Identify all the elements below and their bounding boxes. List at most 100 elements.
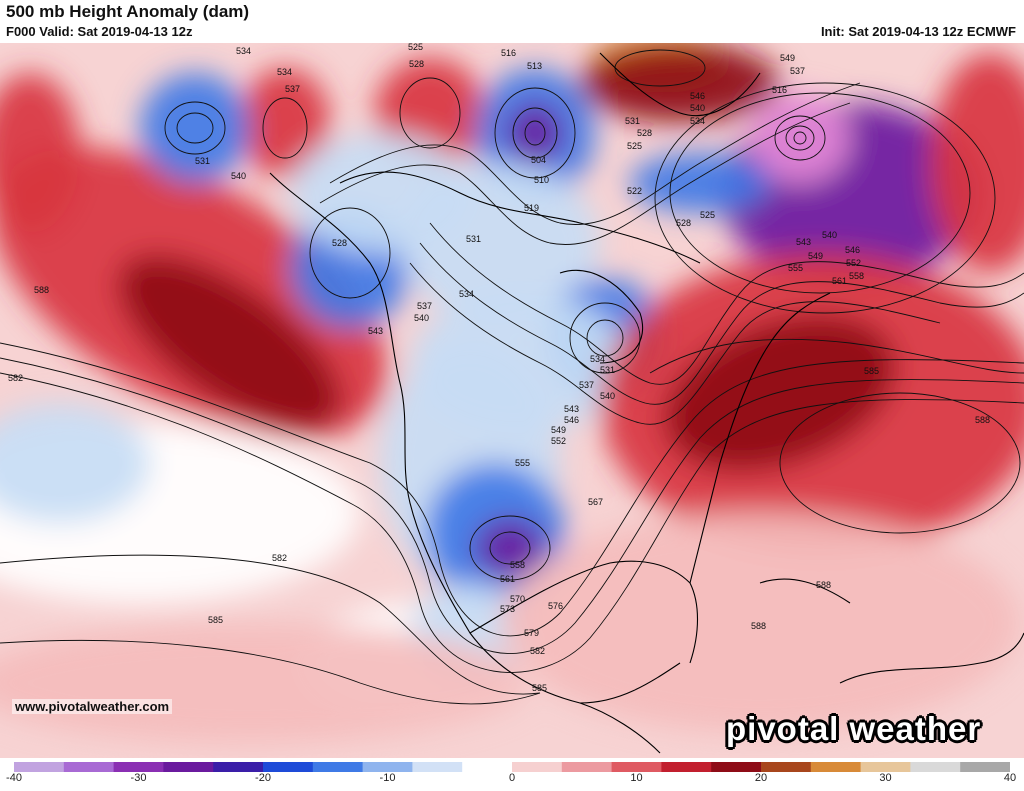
contour-label: 555 [788, 263, 803, 273]
contour-line [0, 639, 541, 705]
colorbar-cell [412, 762, 463, 772]
contour-label: 522 [627, 186, 642, 196]
contour-label: 528 [637, 128, 652, 138]
contour-label: 561 [832, 276, 847, 286]
colorbar-cell [910, 762, 961, 772]
contour-label: 513 [527, 61, 542, 71]
anomaly-blob-strong-positive [664, 315, 896, 471]
contour-line [793, 131, 807, 145]
coastline-south-america [839, 632, 1024, 684]
contour-label: 585 [532, 683, 547, 693]
colorbar-tick-label: -10 [379, 772, 396, 784]
contour-label: 540 [690, 103, 705, 113]
contour-line [569, 302, 641, 374]
contour-label: 543 [796, 237, 811, 247]
colorbar-cell [113, 762, 164, 772]
contour-line [774, 115, 826, 161]
contour-line [785, 125, 815, 151]
contour-label: 528 [409, 59, 424, 69]
contour-label: 540 [231, 171, 246, 181]
contour-label: 537 [579, 380, 594, 390]
contour-line [586, 319, 624, 357]
coastline-west [269, 172, 681, 704]
colorbar-tick-label: 30 [879, 772, 892, 784]
contour-label: 579 [524, 628, 539, 638]
valid-time: F000 Valid: Sat 2019-04-13 12z [6, 24, 193, 39]
contour-line [669, 92, 971, 294]
contour-label: 588 [751, 621, 766, 631]
brand-logo-text: pivotal weather [726, 710, 982, 747]
contour-label: 525 [700, 210, 715, 220]
colorbar-cell [462, 762, 513, 772]
anomaly-map: 534 525 528 516 513 534 537 531 540 504 … [0, 43, 1024, 758]
colorbar-cell [312, 762, 364, 772]
contour-label: 546 [690, 91, 705, 101]
coastline-central-america [579, 702, 661, 754]
contour-line [654, 82, 996, 314]
colorbar-cell [810, 762, 862, 772]
contour-line [0, 372, 1024, 673]
contour-line [309, 207, 391, 299]
contour-line [176, 112, 214, 144]
contour-line [262, 97, 308, 159]
website-credit: www.pivotalweather.com [12, 699, 173, 714]
contour-line [489, 531, 531, 565]
map-title: 500 mb Height Anomaly (dam) [6, 2, 250, 21]
contour-label: 558 [849, 271, 864, 281]
contour-label: 528 [332, 238, 347, 248]
contour-line [0, 357, 1024, 654]
contour-line [399, 77, 461, 149]
anomaly-blob-negative [140, 73, 250, 183]
contour-label: 540 [600, 391, 615, 401]
colorbar-cells [14, 762, 1010, 772]
contour-label: 582 [530, 646, 545, 656]
coastline-cuba [759, 578, 851, 604]
contour-label: 525 [408, 43, 423, 52]
contour-label: 540 [822, 230, 837, 240]
contour-label: 573 [500, 604, 515, 614]
contour-line [319, 102, 851, 245]
contour-line [494, 87, 576, 179]
colorbar-tick-label: -40 [6, 772, 22, 784]
map-canvas: 534 525 528 516 513 534 537 531 540 504 … [0, 43, 1024, 754]
contour-line [469, 515, 551, 581]
anomaly-blob-strong-negative [475, 518, 545, 578]
coastlines [269, 52, 1024, 754]
contour-label: 582 [8, 373, 23, 383]
contour-label: 570 [510, 594, 525, 604]
contour-label: 537 [790, 66, 805, 76]
contour-label: 555 [515, 458, 530, 468]
contour-label: 543 [564, 404, 579, 414]
colorbar-cell [163, 762, 214, 772]
contour-label: 576 [548, 601, 563, 611]
contour-label: 585 [864, 366, 879, 376]
contour-line [409, 262, 941, 425]
anomaly-blob-positive [240, 68, 330, 178]
colorbar-cell [860, 762, 911, 772]
colorbar-cell [63, 762, 115, 772]
anomaly-blob-weak-negative [400, 163, 600, 323]
anomaly-blob-positive [0, 73, 80, 233]
colorbar-tick-label: 20 [754, 772, 768, 784]
contour-label: 534 [590, 354, 605, 364]
contour-label: 561 [500, 574, 515, 584]
colorbar-ticks: -40 -30 -20 -10 0 10 20 30 40 [6, 772, 1016, 790]
contour-label: 546 [564, 415, 579, 425]
coastline-gulf [469, 560, 699, 664]
contour-line [419, 242, 1024, 405]
contour-label: 516 [501, 48, 516, 58]
colorbar-tick-label: 10 [630, 772, 643, 784]
contour-line [0, 342, 1024, 637]
colorbar-cell [561, 762, 613, 772]
contour-label: 588 [975, 415, 990, 425]
anomaly-blob-weak-positive [500, 513, 1020, 733]
contour-label: 552 [551, 436, 566, 446]
coastline-east [689, 292, 831, 584]
contour-label: 585 [208, 615, 223, 625]
contour-label: 543 [368, 326, 383, 336]
contour-label: 588 [816, 580, 831, 590]
anomaly-blob-negative [630, 153, 770, 213]
contour-label: 546 [845, 245, 860, 255]
anomaly-shading [0, 43, 1024, 743]
